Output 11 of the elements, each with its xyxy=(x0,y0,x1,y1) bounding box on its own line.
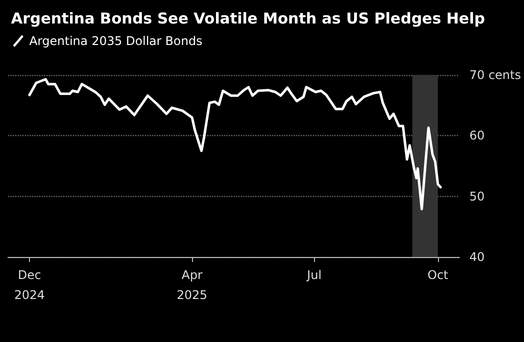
x-tick-label: Dec 2024 xyxy=(14,268,45,302)
x-tick-label: Jul xyxy=(306,268,322,282)
y-tick-label: 50 xyxy=(469,189,485,204)
legend-label: Argentina 2035 Dollar Bonds xyxy=(29,34,202,48)
chart-title: Argentina Bonds See Volatile Month as US Pledges Help xyxy=(11,10,486,28)
line-series xyxy=(28,78,442,210)
x-tick-label: Oct xyxy=(428,268,449,282)
x-tick-label: Apr 2025 xyxy=(176,268,208,302)
y-tick-label: 40 xyxy=(469,250,485,264)
y-tick-label: 60 xyxy=(469,128,485,143)
y-tick-label: 70 cents xyxy=(469,68,522,82)
